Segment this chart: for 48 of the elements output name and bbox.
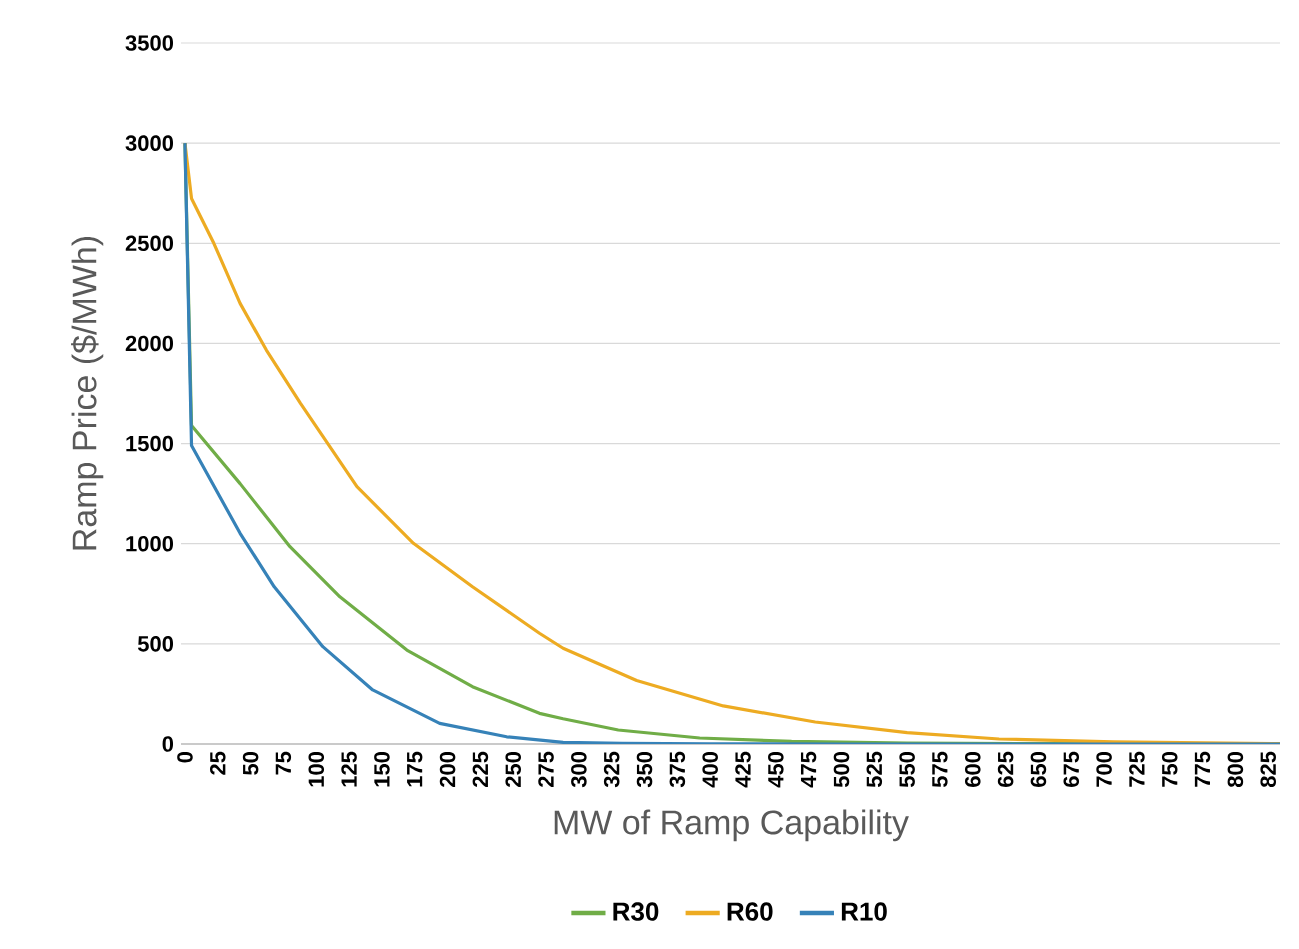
y-tick-label: 0 [162,736,174,752]
x-tick-label: 200 [439,751,456,788]
y-tick-label: 1500 [126,435,174,452]
y-tick-label: 2500 [125,235,174,252]
x-tick-label: 775 [1194,751,1211,787]
x-tick-label: 125 [341,751,357,787]
x-tick-label: 575 [932,751,948,788]
y-tick-label: 3000 [125,135,174,151]
legend-label: R30 [613,902,659,921]
legend-label: R10 [841,902,887,921]
y-axis-title: Ramp Price ($/MWh) [71,236,104,550]
x-tick-label: 275 [538,751,554,788]
x-tick-label: 400 [702,751,718,788]
x-tick-label: 675 [1063,751,1080,787]
x-tick-label: 250 [505,751,521,788]
x-tick-label: 650 [1030,751,1047,787]
x-tick-label: 750 [1161,751,1178,787]
x-tick-label: 550 [899,751,915,788]
x-tick-label: 50 [242,751,259,775]
x-tick-label: 25 [210,751,226,775]
x-tick-label: 425 [735,751,751,788]
x-axis-title: MW of Ramp Capability [554,809,909,842]
x-tick-label: 100 [308,751,325,787]
legend-label: R60 [727,902,773,921]
x-tick-label: 725 [1129,751,1145,787]
x-tick-label: 825 [1260,751,1276,788]
x-tick-label: 0 [177,751,193,763]
y-tick-label: 1000 [126,535,174,552]
x-tick-label: 225 [472,751,489,788]
x-tick-label: 525 [866,751,883,788]
x-tick-label: 500 [833,751,850,788]
x-tick-label: 800 [1227,751,1244,788]
x-tick-label: 625 [997,751,1014,787]
x-tick-label: 175 [407,751,423,787]
x-tick-label: 700 [1096,751,1112,787]
x-tick-label: 150 [374,751,390,787]
x-tick-label: 600 [965,751,981,787]
y-tick-label: 3500 [125,35,174,51]
line-series [183,141,1281,744]
y-tick-label: 500 [137,636,174,652]
x-tick-label: 325 [603,751,620,788]
y-tick-label: 2000 [125,335,174,352]
x-tick-label: 350 [636,751,653,788]
x-tick-label: 75 [275,751,292,775]
x-tick-label: 475 [800,751,817,788]
x-tick-label: 450 [768,751,784,788]
x-tick-label: 375 [669,751,686,788]
x-tick-label: 300 [571,751,587,788]
